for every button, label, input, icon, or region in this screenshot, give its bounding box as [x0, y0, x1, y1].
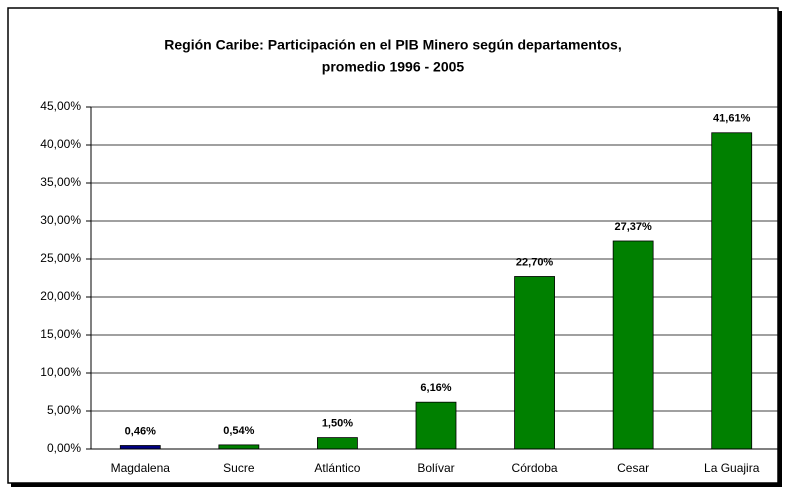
x-tick-label: Córdoba [512, 461, 558, 475]
y-tick-label: 30,00% [40, 213, 81, 227]
y-tick-label: 15,00% [40, 327, 81, 341]
y-tick-label: 35,00% [40, 175, 81, 189]
y-tick-label: 40,00% [40, 137, 81, 151]
y-tick-label: 45,00% [40, 99, 81, 113]
bar [711, 132, 753, 450]
x-tick-label: Bolívar [417, 461, 454, 475]
bar [612, 240, 654, 450]
y-tick-label: 0,00% [47, 441, 81, 455]
bar [415, 401, 457, 450]
bar [514, 276, 555, 450]
y-tick-label: 5,00% [47, 403, 81, 417]
chart-title: promedio 1996 - 2005 [322, 59, 465, 75]
bar [317, 437, 358, 450]
y-tick-label: 20,00% [40, 289, 81, 303]
x-tick-label: Atlántico [314, 461, 360, 475]
frame [7, 7, 779, 484]
chart-title: Región Caribe: Participación en el PIB M… [164, 37, 621, 53]
value-label: 22,70% [516, 256, 554, 268]
bar [218, 444, 260, 450]
value-label: 1,50% [322, 418, 353, 430]
x-tick-label: Cesar [617, 461, 649, 475]
value-label: 6,16% [420, 382, 451, 394]
y-tick-label: 10,00% [40, 365, 81, 379]
x-tick-label: Magdalena [111, 461, 171, 475]
value-label: 0,46% [125, 425, 156, 437]
value-label: 27,37% [614, 221, 652, 233]
value-label: 0,54% [223, 425, 254, 437]
value-label: 41,61% [713, 113, 751, 125]
bar [119, 445, 161, 450]
x-tick-label: La Guajira [704, 461, 760, 475]
x-tick-label: Sucre [223, 461, 255, 475]
y-tick-label: 25,00% [40, 251, 81, 265]
